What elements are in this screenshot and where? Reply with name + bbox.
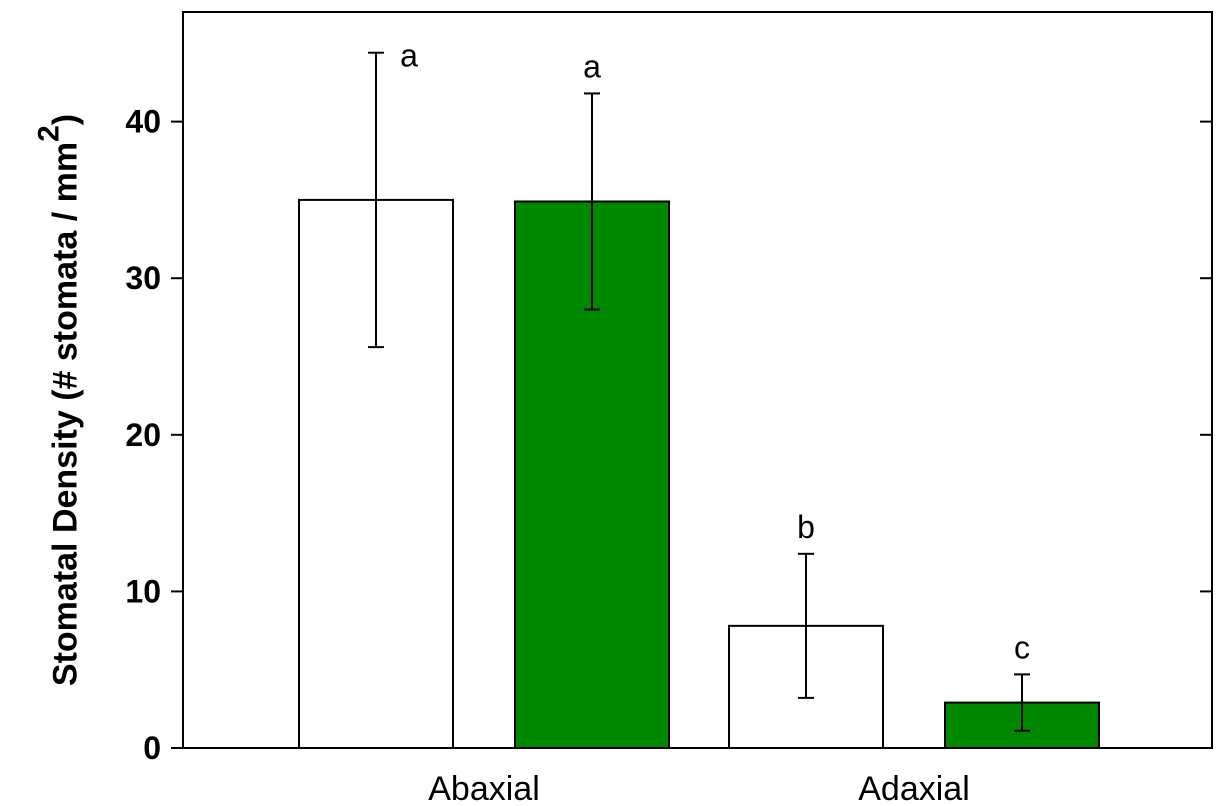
plot-frame bbox=[182, 11, 1213, 749]
significance-letter: b bbox=[797, 509, 815, 545]
y-tick-label: 40 bbox=[125, 104, 161, 140]
y-axis-ticks: 0 10 20 30 40 bbox=[125, 104, 1212, 766]
y-tick-label: 30 bbox=[125, 260, 161, 296]
y-axis-title-container: Stomatal Density (# stomata / mm2) bbox=[0, 0, 90, 760]
bars-group bbox=[298, 198, 1100, 750]
significance-letter: a bbox=[583, 48, 601, 84]
error-bars-group bbox=[368, 51, 1030, 732]
y-tick-label: 0 bbox=[143, 730, 161, 766]
significance-letters-group: a a b c bbox=[400, 38, 1030, 666]
x-axis-labels: Abaxial Adaxial bbox=[428, 770, 970, 806]
y-axis-title-superscript: 2 bbox=[32, 125, 66, 142]
x-category-label: Abaxial bbox=[428, 770, 540, 806]
y-tick-label: 10 bbox=[125, 573, 161, 609]
y-axis-title-close: ) bbox=[46, 113, 85, 126]
y-axis-title: Stomatal Density (# stomata / mm2) bbox=[32, 113, 85, 687]
significance-letter: a bbox=[400, 38, 418, 74]
y-axis-title-text: Stomatal Density (# stomata / mm bbox=[46, 141, 85, 687]
significance-letter: c bbox=[1014, 629, 1030, 665]
plot-area bbox=[182, 11, 1213, 749]
x-category-label: Adaxial bbox=[858, 770, 970, 806]
y-tick-label: 20 bbox=[125, 417, 161, 453]
